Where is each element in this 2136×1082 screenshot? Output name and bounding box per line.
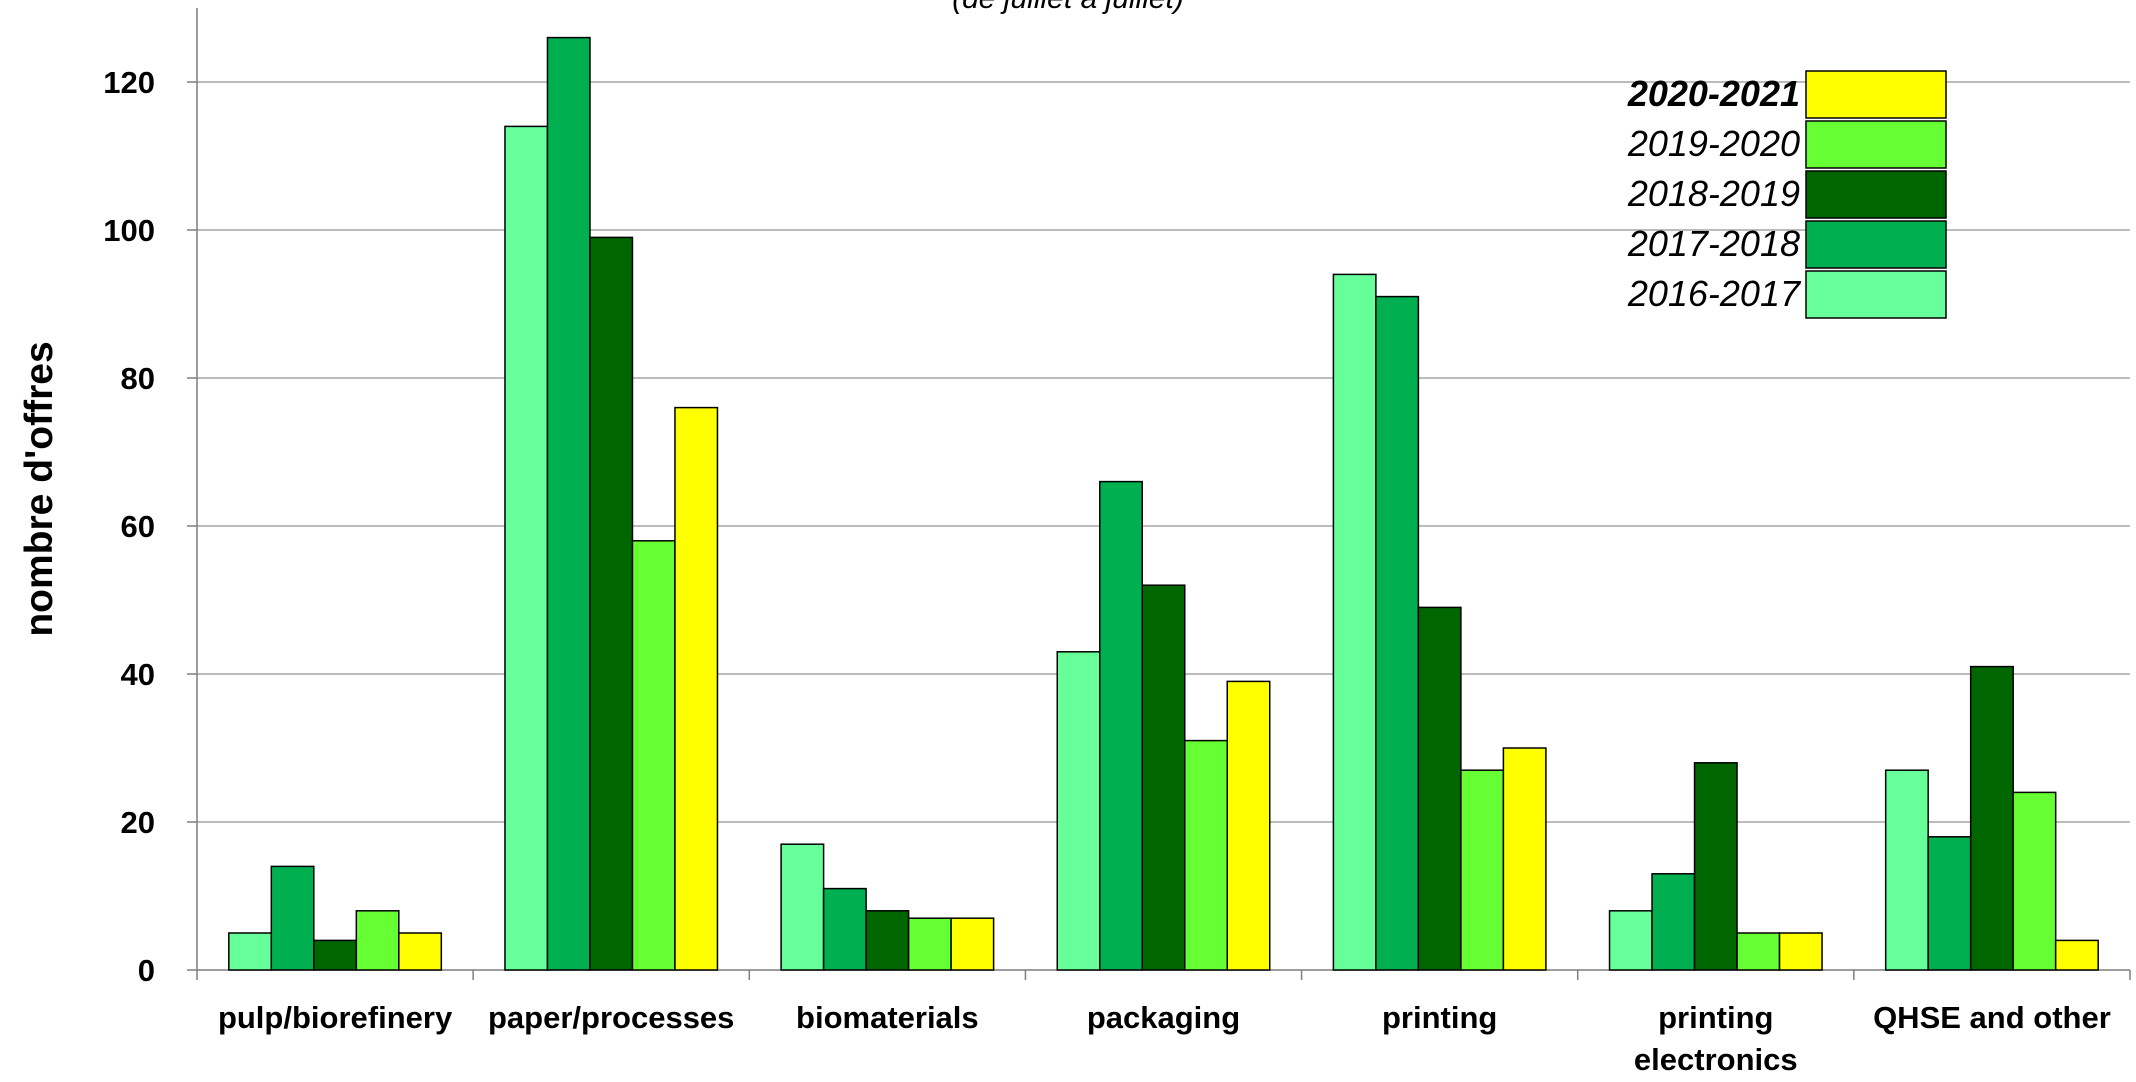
legend-label: 2018-2019	[1627, 173, 1800, 214]
bar-2016-2017	[780, 843, 825, 971]
bar-2018-2019	[865, 910, 910, 971]
bar-2017-2018	[1375, 295, 1420, 971]
legend-label: 2017-2018	[1627, 223, 1800, 264]
x-tick-label: biomaterials	[796, 1000, 979, 1035]
legend-label: 2016-2017	[1627, 273, 1802, 314]
bar-2019-2020	[1460, 769, 1505, 971]
bar-2016-2017	[228, 932, 273, 971]
bar-2019-2020	[2012, 791, 2057, 971]
bar-2020-2021	[1226, 680, 1271, 971]
bar-2018-2019	[1417, 606, 1462, 971]
x-tick-label: paper/processes	[488, 1000, 734, 1035]
bar-2018-2019	[313, 939, 358, 971]
x-tick-label: pulp/biorefinery	[218, 1000, 453, 1035]
bar-2017-2018	[1099, 480, 1143, 971]
bar-2017-2018	[270, 865, 315, 971]
bar-2017-2018	[546, 36, 591, 971]
legend-swatch	[1805, 120, 1947, 169]
y-tick-label: 120	[103, 65, 155, 100]
bar-2018-2019	[1969, 665, 2014, 971]
x-tick-label: printing	[1658, 1000, 1773, 1035]
x-tick-label: electronics	[1634, 1042, 1798, 1077]
bar-2016-2017	[1884, 769, 1929, 971]
y-tick-label: 40	[121, 657, 155, 692]
x-tick-label: printing	[1382, 1000, 1497, 1035]
bar-2020-2021	[398, 932, 443, 971]
legend-swatch	[1805, 270, 1947, 319]
bar-2018-2019	[1141, 584, 1186, 971]
bar-2016-2017	[1332, 273, 1377, 971]
bar-2017-2018	[1927, 836, 1972, 971]
y-tick-label: 80	[121, 361, 155, 396]
bar-2019-2020	[355, 910, 400, 971]
legend-label: 2020-2021	[1627, 73, 1800, 114]
bar-2019-2020	[1736, 932, 1781, 971]
bar-2018-2019	[589, 236, 634, 971]
y-tick-label: 20	[121, 805, 155, 840]
bar-2016-2017	[1056, 651, 1101, 971]
bar-2016-2017	[1608, 910, 1653, 971]
legend-swatch	[1805, 220, 1947, 269]
legend-swatch	[1805, 70, 1947, 119]
bar-2019-2020	[1184, 739, 1228, 971]
bar-2017-2018	[822, 887, 867, 971]
y-tick-label: 0	[138, 953, 155, 988]
bar-2019-2020	[907, 917, 952, 971]
bar-2020-2021	[950, 917, 995, 971]
chart-subtitle: (de juillet à juillet)	[0, 0, 2136, 16]
y-tick-label: 100	[103, 213, 155, 248]
x-tick-label: QHSE and other	[1873, 1000, 2111, 1035]
legend-swatch	[1805, 170, 1947, 219]
x-tick-label: packaging	[1087, 1000, 1240, 1035]
y-axis-title: nombre d'offres	[18, 341, 61, 636]
bar-2020-2021	[674, 406, 719, 971]
legend-label: 2019-2020	[1627, 123, 1800, 164]
bar-2020-2021	[2054, 939, 2099, 971]
bar-2020-2021	[1778, 932, 1823, 971]
bar-2019-2020	[631, 540, 676, 971]
bar-2016-2017	[504, 125, 549, 971]
bar-2020-2021	[1502, 747, 1547, 971]
y-tick-label: 60	[121, 509, 155, 544]
bar-2017-2018	[1651, 873, 1696, 971]
bar-2018-2019	[1693, 762, 1738, 971]
